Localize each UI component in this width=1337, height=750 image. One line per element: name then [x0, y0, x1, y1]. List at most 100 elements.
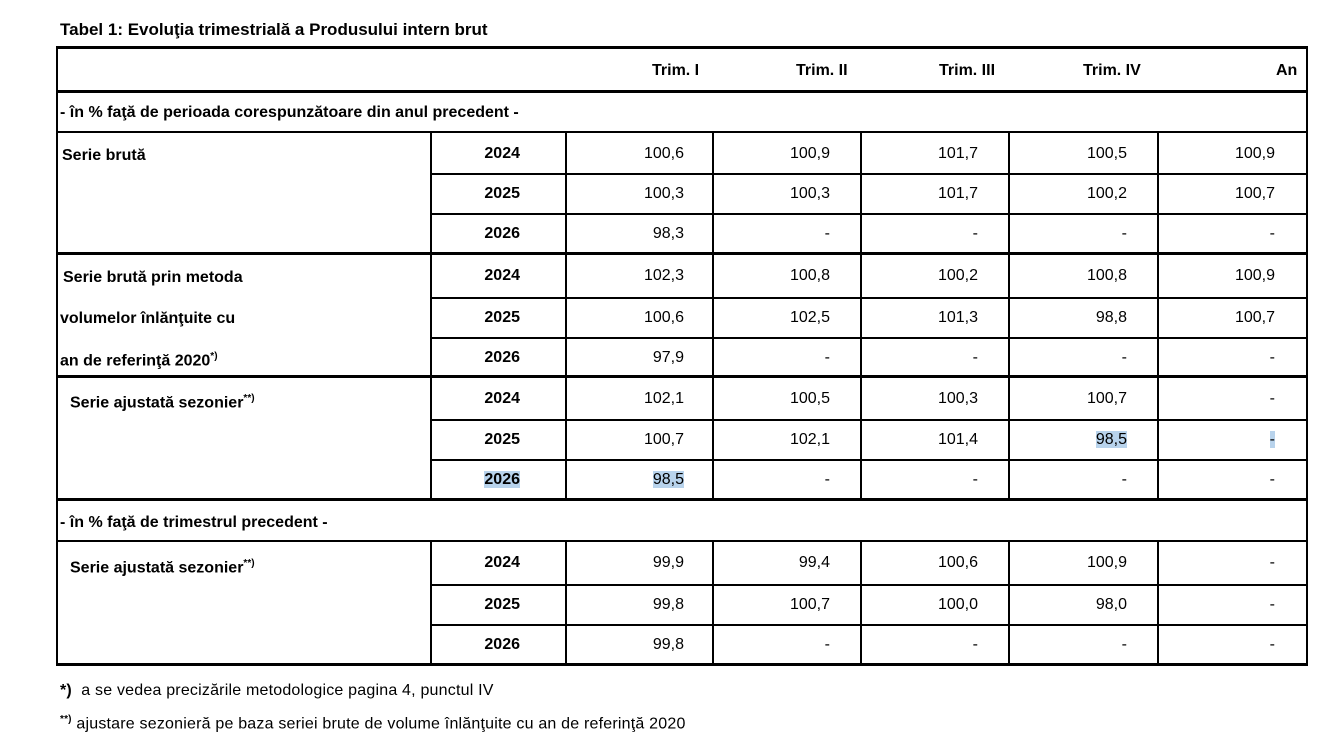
- table-cell-value: 102,1: [643, 390, 684, 407]
- table-cell-value: 100,3: [643, 185, 684, 202]
- table-cell-value: -: [1269, 431, 1275, 448]
- table-cell-year: 2026: [484, 636, 520, 653]
- table-cell-value: -: [824, 471, 830, 488]
- table-cell-value: -: [1269, 390, 1275, 407]
- table-rule-row: [430, 173, 1308, 175]
- group-label-serie-bruta-volume-3: an de referinţă 2020*): [60, 351, 218, 370]
- table-rule-column: [860, 133, 862, 252]
- table-cell-year: 2025: [484, 309, 520, 326]
- section-label-qoq: - în % faţă de trimestrul precedent -: [60, 514, 328, 531]
- table-cell-value: -: [824, 636, 830, 653]
- table-cell-value: 100,8: [789, 267, 830, 284]
- table-cell-value: -: [1269, 596, 1275, 613]
- table-cell-year: 2026: [484, 225, 520, 242]
- table-cell-value: 98,3: [652, 225, 684, 242]
- table-cell-value: 100,6: [937, 554, 978, 571]
- table-cell-value: 102,1: [789, 431, 830, 448]
- table-rule-column: [1157, 255, 1159, 375]
- footnote-2: **) ajustare sezonieră pe baza seriei br…: [60, 714, 686, 733]
- table-cell-value: -: [824, 349, 830, 366]
- table-rule-major: [56, 375, 1308, 378]
- table-cell-value: -: [1121, 225, 1127, 242]
- group-label-serie-ajustata-yoy: Serie ajustată sezonier**): [70, 393, 255, 412]
- table-cell-value: -: [1121, 471, 1127, 488]
- table-rule-column: [1157, 378, 1159, 498]
- table-cell-value: 100,7: [1086, 390, 1127, 407]
- table-rule-column: [565, 542, 567, 664]
- table-cell-value: -: [1269, 554, 1275, 571]
- table-cell-value: -: [972, 636, 978, 653]
- table-cell-value: 101,7: [937, 185, 978, 202]
- table-rule-major: [56, 540, 1308, 542]
- table-cell-value: 100,7: [789, 596, 830, 613]
- table-cell-value: 100,0: [937, 596, 978, 613]
- table-cell-value: 100,7: [1234, 309, 1275, 326]
- table-cell-year: 2024: [484, 267, 520, 284]
- table-cell-year: 2026: [484, 349, 520, 366]
- table-cell-value: -: [1269, 225, 1275, 242]
- table-cell-value: -: [1121, 349, 1127, 366]
- table-cell-year: 2026: [484, 471, 520, 488]
- table-rule-row: [430, 459, 1308, 461]
- col-header-trim-1: Trim. I: [652, 62, 700, 79]
- table-rule-column: [1008, 378, 1010, 498]
- table-rule-column: [1008, 133, 1010, 252]
- table-cell-value: -: [1269, 636, 1275, 653]
- table-cell-year: 2025: [484, 431, 520, 448]
- table-rule-row: [430, 297, 1308, 299]
- table-rule-column: [1157, 133, 1159, 252]
- table-cell-value: 102,3: [643, 267, 684, 284]
- table-cell-value: 99,8: [652, 596, 684, 613]
- table-rule-row: [430, 213, 1308, 215]
- table-rule-column: [712, 378, 714, 498]
- table-rule-column: [565, 378, 567, 498]
- table-cell-value: 100,7: [1234, 185, 1275, 202]
- table-cell-year: 2025: [484, 596, 520, 613]
- table-cell-value: 101,4: [937, 431, 978, 448]
- table-rule-major: [56, 498, 1308, 501]
- table-rule-column: [430, 378, 432, 498]
- table-cell-value: 101,3: [937, 309, 978, 326]
- table-cell-value: 100,2: [937, 267, 978, 284]
- table-cell-value: 100,8: [1086, 267, 1127, 284]
- table-rule-column: [712, 133, 714, 252]
- table-cell-year: 2025: [484, 185, 520, 202]
- section-label-yoy: - în % faţă de perioada corespunzătoare …: [60, 104, 519, 121]
- table-cell-value: 102,5: [789, 309, 830, 326]
- table-rule-column: [430, 542, 432, 664]
- table-cell-value: -: [1121, 636, 1127, 653]
- table-rule-major: [56, 131, 1308, 133]
- table-cell-value: 100,7: [643, 431, 684, 448]
- table-rule-column: [860, 255, 862, 375]
- col-header-trim-3: Trim. III: [939, 62, 996, 79]
- table-cell-value: 100,6: [643, 309, 684, 326]
- table-cell-value: 99,4: [798, 554, 830, 571]
- group-label-serie-bruta-volume: Serie brută prin metoda: [63, 269, 243, 286]
- table-cell-value: 100,9: [789, 145, 830, 162]
- table-cell-value: 99,8: [652, 636, 684, 653]
- table-rule-column: [1008, 255, 1010, 375]
- table-cell-value: -: [824, 225, 830, 242]
- table-cell-value: 100,5: [789, 390, 830, 407]
- group-label-serie-ajustata-qoq: Serie ajustată sezonier**): [70, 558, 255, 577]
- table-rule-column: [565, 133, 567, 252]
- table-cell-value: 98,0: [1095, 596, 1127, 613]
- table-cell-value: -: [972, 349, 978, 366]
- table-rule-row: [430, 624, 1308, 626]
- table-rule-column: [712, 542, 714, 664]
- table-rule-column: [430, 133, 432, 252]
- table-rule-column: [860, 542, 862, 664]
- table-cell-value: -: [1269, 471, 1275, 488]
- table-title: Tabel 1: Evoluţia trimestrială a Produsu…: [60, 20, 488, 39]
- gdp-table: [56, 46, 1308, 666]
- table-cell-year: 2024: [484, 554, 520, 571]
- table-cell-value: -: [1269, 349, 1275, 366]
- table-cell-value: 100,5: [1086, 145, 1127, 162]
- table-rule-column: [1157, 542, 1159, 664]
- table-rule-column: [860, 378, 862, 498]
- table-cell-value: 100,9: [1234, 267, 1275, 284]
- table-cell-value: 98,5: [652, 471, 684, 488]
- group-label-serie-bruta-volume-2: volumelor înlănţuite cu: [60, 310, 236, 327]
- table-cell-value: 100,3: [937, 390, 978, 407]
- table-cell-value: -: [972, 225, 978, 242]
